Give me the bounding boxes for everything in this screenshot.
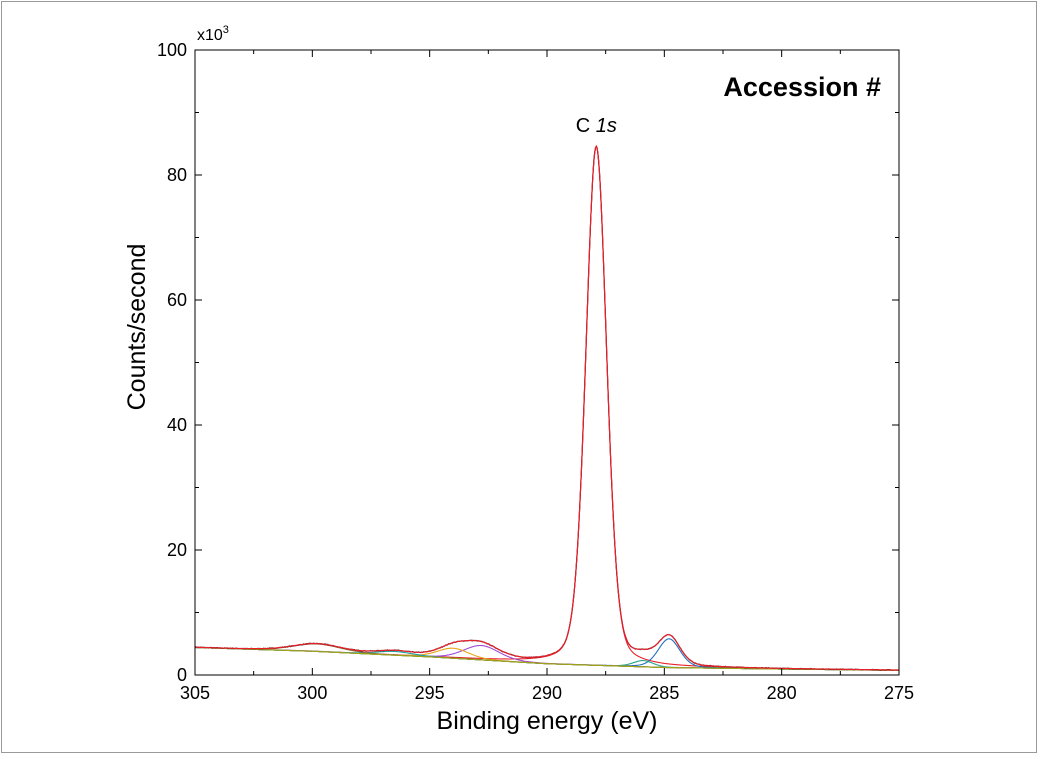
y-tick-label: 20 <box>167 540 187 560</box>
x-tick-label: 290 <box>532 683 562 703</box>
y-tick-label: 100 <box>157 40 187 60</box>
x-tick-label: 285 <box>649 683 679 703</box>
x-axis-label: Binding energy (eV) <box>437 707 658 735</box>
fit-curve <box>194 144 900 671</box>
y-tick-label: 60 <box>167 290 187 310</box>
x-tick-label: 280 <box>767 683 797 703</box>
chart-title: Accession # <box>723 72 881 102</box>
component-curve-1 <box>194 145 900 671</box>
peak-annotation: C 1s <box>576 115 617 137</box>
y-tick-label: 40 <box>167 415 187 435</box>
x-tick-label: 300 <box>297 683 327 703</box>
y-tick-label: 80 <box>167 165 187 185</box>
envelope-curve <box>194 145 900 671</box>
plot-area <box>194 49 900 676</box>
y-axis-label: Counts/second <box>123 244 151 411</box>
x-tick-label: 305 <box>180 683 210 703</box>
component-curve-4 <box>194 644 900 671</box>
curves-layer <box>194 144 900 671</box>
component-curve-7 <box>194 643 900 671</box>
component-curve-2 <box>194 638 900 671</box>
y-tick-label: 0 <box>177 665 187 685</box>
x-tick-label: 295 <box>415 683 445 703</box>
y-multiplier: x103 <box>197 24 229 44</box>
ticks-layer: 305 300 295 290 285 280 275 0 20 40 60 80 100 <box>157 40 914 703</box>
component-curve-8 <box>194 646 900 671</box>
x-tick-label: 275 <box>884 683 914 703</box>
